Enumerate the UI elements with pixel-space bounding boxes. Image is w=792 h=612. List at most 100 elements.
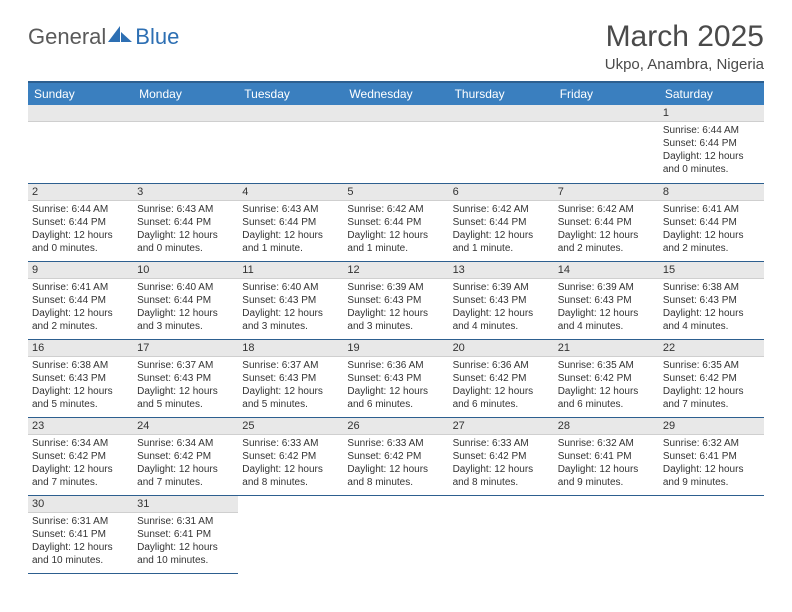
day-number: 22 — [659, 340, 764, 357]
day-details: Sunrise: 6:32 AMSunset: 6:41 PMDaylight:… — [554, 435, 659, 491]
day-cell-8: 8Sunrise: 6:41 AMSunset: 6:44 PMDaylight… — [659, 183, 764, 261]
day-number: 2 — [28, 184, 133, 201]
day-cell-20: 20Sunrise: 6:36 AMSunset: 6:42 PMDayligh… — [449, 339, 554, 417]
day-cell-14: 14Sunrise: 6:39 AMSunset: 6:43 PMDayligh… — [554, 261, 659, 339]
weekday-friday: Friday — [554, 82, 659, 105]
month-title: March 2025 — [605, 20, 764, 54]
day-number: 17 — [133, 340, 238, 357]
day-number: 15 — [659, 262, 764, 279]
title-block: March 2025 Ukpo, Anambra, Nigeria — [605, 20, 764, 73]
day-cell-23: 23Sunrise: 6:34 AMSunset: 6:42 PMDayligh… — [28, 417, 133, 495]
day-cell-11: 11Sunrise: 6:40 AMSunset: 6:43 PMDayligh… — [238, 261, 343, 339]
day-number: 1 — [659, 105, 764, 122]
day-cell-12: 12Sunrise: 6:39 AMSunset: 6:43 PMDayligh… — [343, 261, 448, 339]
day-details: Sunrise: 6:34 AMSunset: 6:42 PMDaylight:… — [133, 435, 238, 491]
day-number: 28 — [554, 418, 659, 435]
day-cell-15: 15Sunrise: 6:38 AMSunset: 6:43 PMDayligh… — [659, 261, 764, 339]
day-details: Sunrise: 6:40 AMSunset: 6:43 PMDaylight:… — [238, 279, 343, 335]
day-number: 21 — [554, 340, 659, 357]
logo-sail-icon — [108, 26, 134, 44]
day-details: Sunrise: 6:39 AMSunset: 6:43 PMDaylight:… — [449, 279, 554, 335]
day-number: 29 — [659, 418, 764, 435]
day-details: Sunrise: 6:43 AMSunset: 6:44 PMDaylight:… — [133, 201, 238, 257]
empty-cell — [343, 105, 448, 183]
day-number: 24 — [133, 418, 238, 435]
day-number: 25 — [238, 418, 343, 435]
day-cell-29: 29Sunrise: 6:32 AMSunset: 6:41 PMDayligh… — [659, 417, 764, 495]
empty-cell — [133, 105, 238, 183]
day-cell-25: 25Sunrise: 6:33 AMSunset: 6:42 PMDayligh… — [238, 417, 343, 495]
day-cell-28: 28Sunrise: 6:32 AMSunset: 6:41 PMDayligh… — [554, 417, 659, 495]
weekday-thursday: Thursday — [449, 82, 554, 105]
empty-cell — [554, 105, 659, 183]
day-cell-9: 9Sunrise: 6:41 AMSunset: 6:44 PMDaylight… — [28, 261, 133, 339]
day-details: Sunrise: 6:33 AMSunset: 6:42 PMDaylight:… — [449, 435, 554, 491]
logo-text-2: Blue — [135, 24, 179, 50]
day-cell-16: 16Sunrise: 6:38 AMSunset: 6:43 PMDayligh… — [28, 339, 133, 417]
day-number: 11 — [238, 262, 343, 279]
empty-cell — [659, 495, 764, 573]
empty-cell — [449, 105, 554, 183]
weekday-tuesday: Tuesday — [238, 82, 343, 105]
day-details: Sunrise: 6:44 AMSunset: 6:44 PMDaylight:… — [28, 201, 133, 257]
day-details: Sunrise: 6:43 AMSunset: 6:44 PMDaylight:… — [238, 201, 343, 257]
day-details: Sunrise: 6:31 AMSunset: 6:41 PMDaylight:… — [28, 513, 133, 569]
day-cell-22: 22Sunrise: 6:35 AMSunset: 6:42 PMDayligh… — [659, 339, 764, 417]
day-details: Sunrise: 6:36 AMSunset: 6:43 PMDaylight:… — [343, 357, 448, 413]
weekday-sunday: Sunday — [28, 82, 133, 105]
day-number: 9 — [28, 262, 133, 279]
day-cell-5: 5Sunrise: 6:42 AMSunset: 6:44 PMDaylight… — [343, 183, 448, 261]
day-cell-19: 19Sunrise: 6:36 AMSunset: 6:43 PMDayligh… — [343, 339, 448, 417]
logo-text-1: General — [28, 24, 106, 50]
day-number: 13 — [449, 262, 554, 279]
location: Ukpo, Anambra, Nigeria — [605, 56, 764, 73]
day-cell-17: 17Sunrise: 6:37 AMSunset: 6:43 PMDayligh… — [133, 339, 238, 417]
day-number: 19 — [343, 340, 448, 357]
day-number: 18 — [238, 340, 343, 357]
day-details: Sunrise: 6:41 AMSunset: 6:44 PMDaylight:… — [659, 201, 764, 257]
day-cell-24: 24Sunrise: 6:34 AMSunset: 6:42 PMDayligh… — [133, 417, 238, 495]
day-number: 12 — [343, 262, 448, 279]
day-details: Sunrise: 6:33 AMSunset: 6:42 PMDaylight:… — [343, 435, 448, 491]
day-details: Sunrise: 6:32 AMSunset: 6:41 PMDaylight:… — [659, 435, 764, 491]
day-details: Sunrise: 6:38 AMSunset: 6:43 PMDaylight:… — [659, 279, 764, 335]
day-cell-26: 26Sunrise: 6:33 AMSunset: 6:42 PMDayligh… — [343, 417, 448, 495]
day-details: Sunrise: 6:35 AMSunset: 6:42 PMDaylight:… — [554, 357, 659, 413]
day-details: Sunrise: 6:40 AMSunset: 6:44 PMDaylight:… — [133, 279, 238, 335]
day-number: 5 — [343, 184, 448, 201]
day-details: Sunrise: 6:31 AMSunset: 6:41 PMDaylight:… — [133, 513, 238, 569]
day-number: 14 — [554, 262, 659, 279]
day-number: 16 — [28, 340, 133, 357]
day-details: Sunrise: 6:37 AMSunset: 6:43 PMDaylight:… — [133, 357, 238, 413]
day-cell-1: 1Sunrise: 6:44 AMSunset: 6:44 PMDaylight… — [659, 105, 764, 183]
day-cell-27: 27Sunrise: 6:33 AMSunset: 6:42 PMDayligh… — [449, 417, 554, 495]
weekday-monday: Monday — [133, 82, 238, 105]
day-details: Sunrise: 6:42 AMSunset: 6:44 PMDaylight:… — [554, 201, 659, 257]
day-number: 6 — [449, 184, 554, 201]
calendar-table: SundayMondayTuesdayWednesdayThursdayFrid… — [28, 81, 764, 574]
day-details: Sunrise: 6:39 AMSunset: 6:43 PMDaylight:… — [343, 279, 448, 335]
day-number: 10 — [133, 262, 238, 279]
empty-cell — [28, 105, 133, 183]
day-details: Sunrise: 6:37 AMSunset: 6:43 PMDaylight:… — [238, 357, 343, 413]
day-details: Sunrise: 6:35 AMSunset: 6:42 PMDaylight:… — [659, 357, 764, 413]
day-number: 30 — [28, 496, 133, 513]
day-details: Sunrise: 6:42 AMSunset: 6:44 PMDaylight:… — [343, 201, 448, 257]
empty-cell — [238, 495, 343, 573]
day-cell-31: 31Sunrise: 6:31 AMSunset: 6:41 PMDayligh… — [133, 495, 238, 573]
day-number: 27 — [449, 418, 554, 435]
day-cell-10: 10Sunrise: 6:40 AMSunset: 6:44 PMDayligh… — [133, 261, 238, 339]
weekday-saturday: Saturday — [659, 82, 764, 105]
day-details: Sunrise: 6:33 AMSunset: 6:42 PMDaylight:… — [238, 435, 343, 491]
day-number: 8 — [659, 184, 764, 201]
empty-cell — [343, 495, 448, 573]
day-details: Sunrise: 6:34 AMSunset: 6:42 PMDaylight:… — [28, 435, 133, 491]
day-cell-2: 2Sunrise: 6:44 AMSunset: 6:44 PMDaylight… — [28, 183, 133, 261]
day-cell-18: 18Sunrise: 6:37 AMSunset: 6:43 PMDayligh… — [238, 339, 343, 417]
day-cell-7: 7Sunrise: 6:42 AMSunset: 6:44 PMDaylight… — [554, 183, 659, 261]
day-cell-3: 3Sunrise: 6:43 AMSunset: 6:44 PMDaylight… — [133, 183, 238, 261]
empty-cell — [449, 495, 554, 573]
day-details: Sunrise: 6:36 AMSunset: 6:42 PMDaylight:… — [449, 357, 554, 413]
day-number: 31 — [133, 496, 238, 513]
day-details: Sunrise: 6:39 AMSunset: 6:43 PMDaylight:… — [554, 279, 659, 335]
